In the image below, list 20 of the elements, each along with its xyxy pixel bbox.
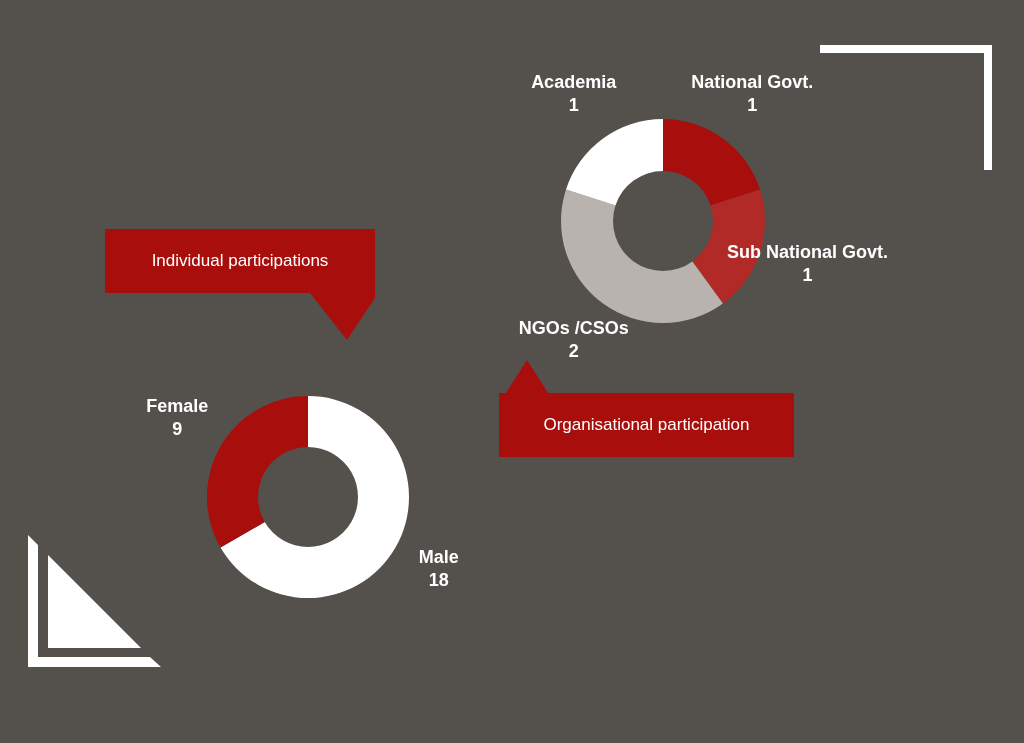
data-label: 2 [568, 340, 579, 361]
data-label: 1 [747, 95, 758, 116]
donut-slice [692, 189, 765, 304]
slice-label: Female [146, 395, 209, 416]
slice-label: Academia [531, 72, 618, 93]
donut-slice [663, 119, 761, 206]
data-label: 1 [802, 264, 813, 285]
slice-label: Male [418, 546, 459, 567]
data-label: 1 [568, 95, 579, 116]
data-label: 18 [428, 569, 449, 590]
donut-slice [565, 119, 663, 206]
slice-label: National Govt. [691, 72, 814, 93]
slice-label: NGOs /CSOs [518, 317, 629, 338]
donut-slice [561, 189, 723, 323]
donut-slice [220, 396, 409, 598]
slice-label: Sub National Govt. [727, 241, 889, 262]
text: Organisational participation [543, 415, 750, 435]
donut-slice [207, 396, 308, 548]
data-label: 9 [172, 418, 183, 439]
chart-title: Individual participations [151, 251, 329, 271]
